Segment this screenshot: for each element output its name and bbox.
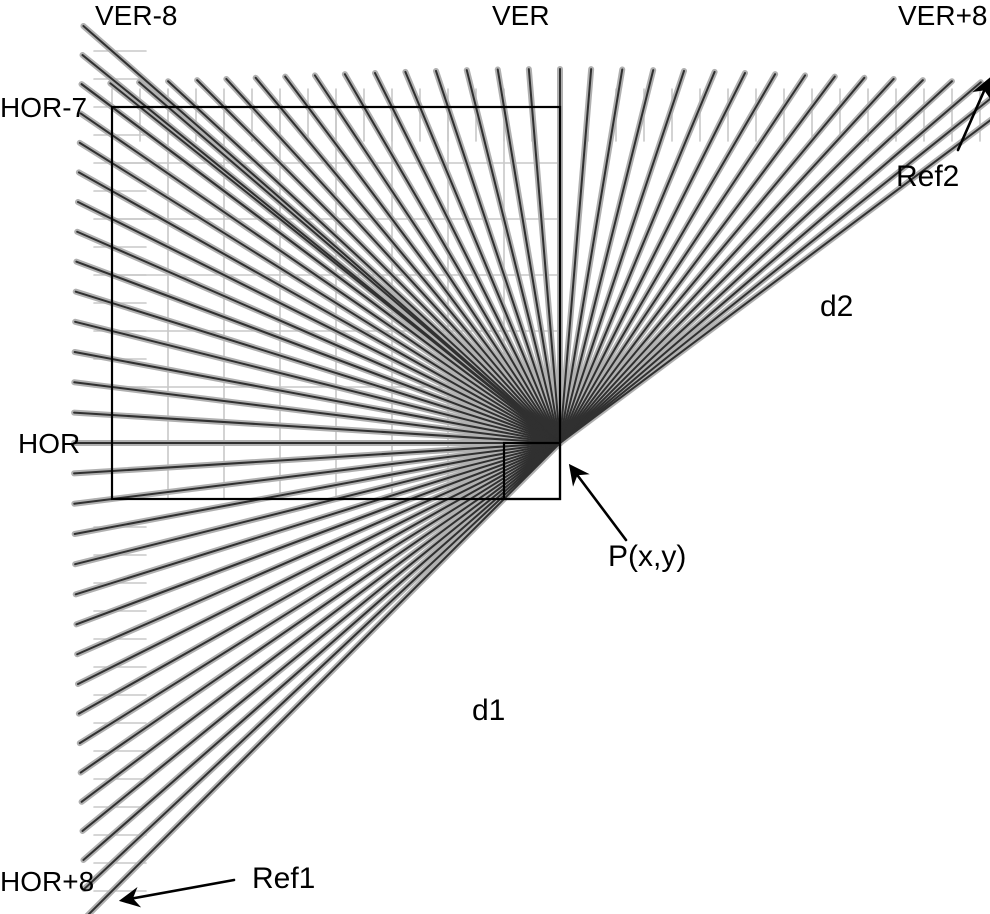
diagram-svg <box>0 0 990 914</box>
label-ref2: Ref2 <box>896 160 959 194</box>
label-hor_m7: HOR-7 <box>0 92 87 124</box>
label-hor_p8: HOR+8 <box>0 866 94 898</box>
label-ver_p8: VER+8 <box>898 0 988 32</box>
label-d2: d2 <box>820 290 853 324</box>
label-pxy: P(x,y) <box>608 540 686 574</box>
label-d1: d1 <box>472 694 505 728</box>
label-ver: VER <box>492 0 550 32</box>
label-hor: HOR <box>18 428 80 460</box>
label-ref1: Ref1 <box>252 862 315 896</box>
label-ver_m8: VER-8 <box>95 0 177 32</box>
prediction-rays <box>74 26 990 914</box>
